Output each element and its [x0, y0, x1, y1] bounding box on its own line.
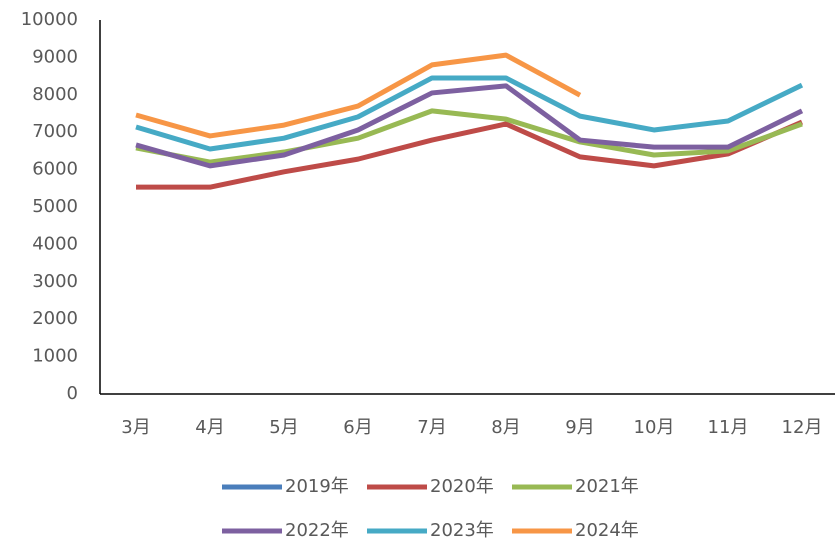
legend-label: 2019年 [285, 476, 349, 497]
y-tick-label: 9000 [32, 46, 78, 67]
y-tick-label: 3000 [32, 271, 78, 292]
x-tick-label: 9月 [565, 417, 594, 438]
legend-label: 2023年 [430, 520, 494, 541]
x-tick-label: 8月 [491, 417, 520, 438]
y-tick-label: 5000 [32, 196, 78, 217]
legend-label: 2022年 [285, 520, 349, 541]
series-line [136, 119, 803, 190]
y-tick-label: 6000 [32, 159, 78, 180]
legend-label: 2020年 [430, 476, 494, 497]
x-tick-label: 5月 [269, 417, 298, 438]
y-tick-label: 4000 [32, 233, 78, 254]
series-line [135, 52, 582, 139]
series-line [135, 83, 804, 169]
x-tick-label: 11月 [708, 417, 749, 438]
y-tick-label: 2000 [32, 308, 78, 329]
y-tick-label: 1000 [32, 346, 78, 367]
x-tick-label: 6月 [343, 417, 372, 438]
legend-label: 2024年 [575, 520, 639, 541]
y-tick-label: 7000 [32, 121, 78, 142]
y-tick-label: 0 [67, 383, 78, 404]
y-tick-label: 10000 [21, 9, 78, 30]
x-tick-label: 12月 [782, 417, 823, 438]
x-tick-label: 3月 [121, 417, 150, 438]
x-tick-label: 10月 [634, 417, 675, 438]
y-tick-label: 8000 [32, 84, 78, 105]
x-tick-label: 7月 [417, 417, 446, 438]
x-tick-label: 4月 [195, 417, 224, 438]
series-line [135, 75, 804, 152]
legend-label: 2021年 [575, 476, 639, 497]
series-line [135, 108, 803, 165]
